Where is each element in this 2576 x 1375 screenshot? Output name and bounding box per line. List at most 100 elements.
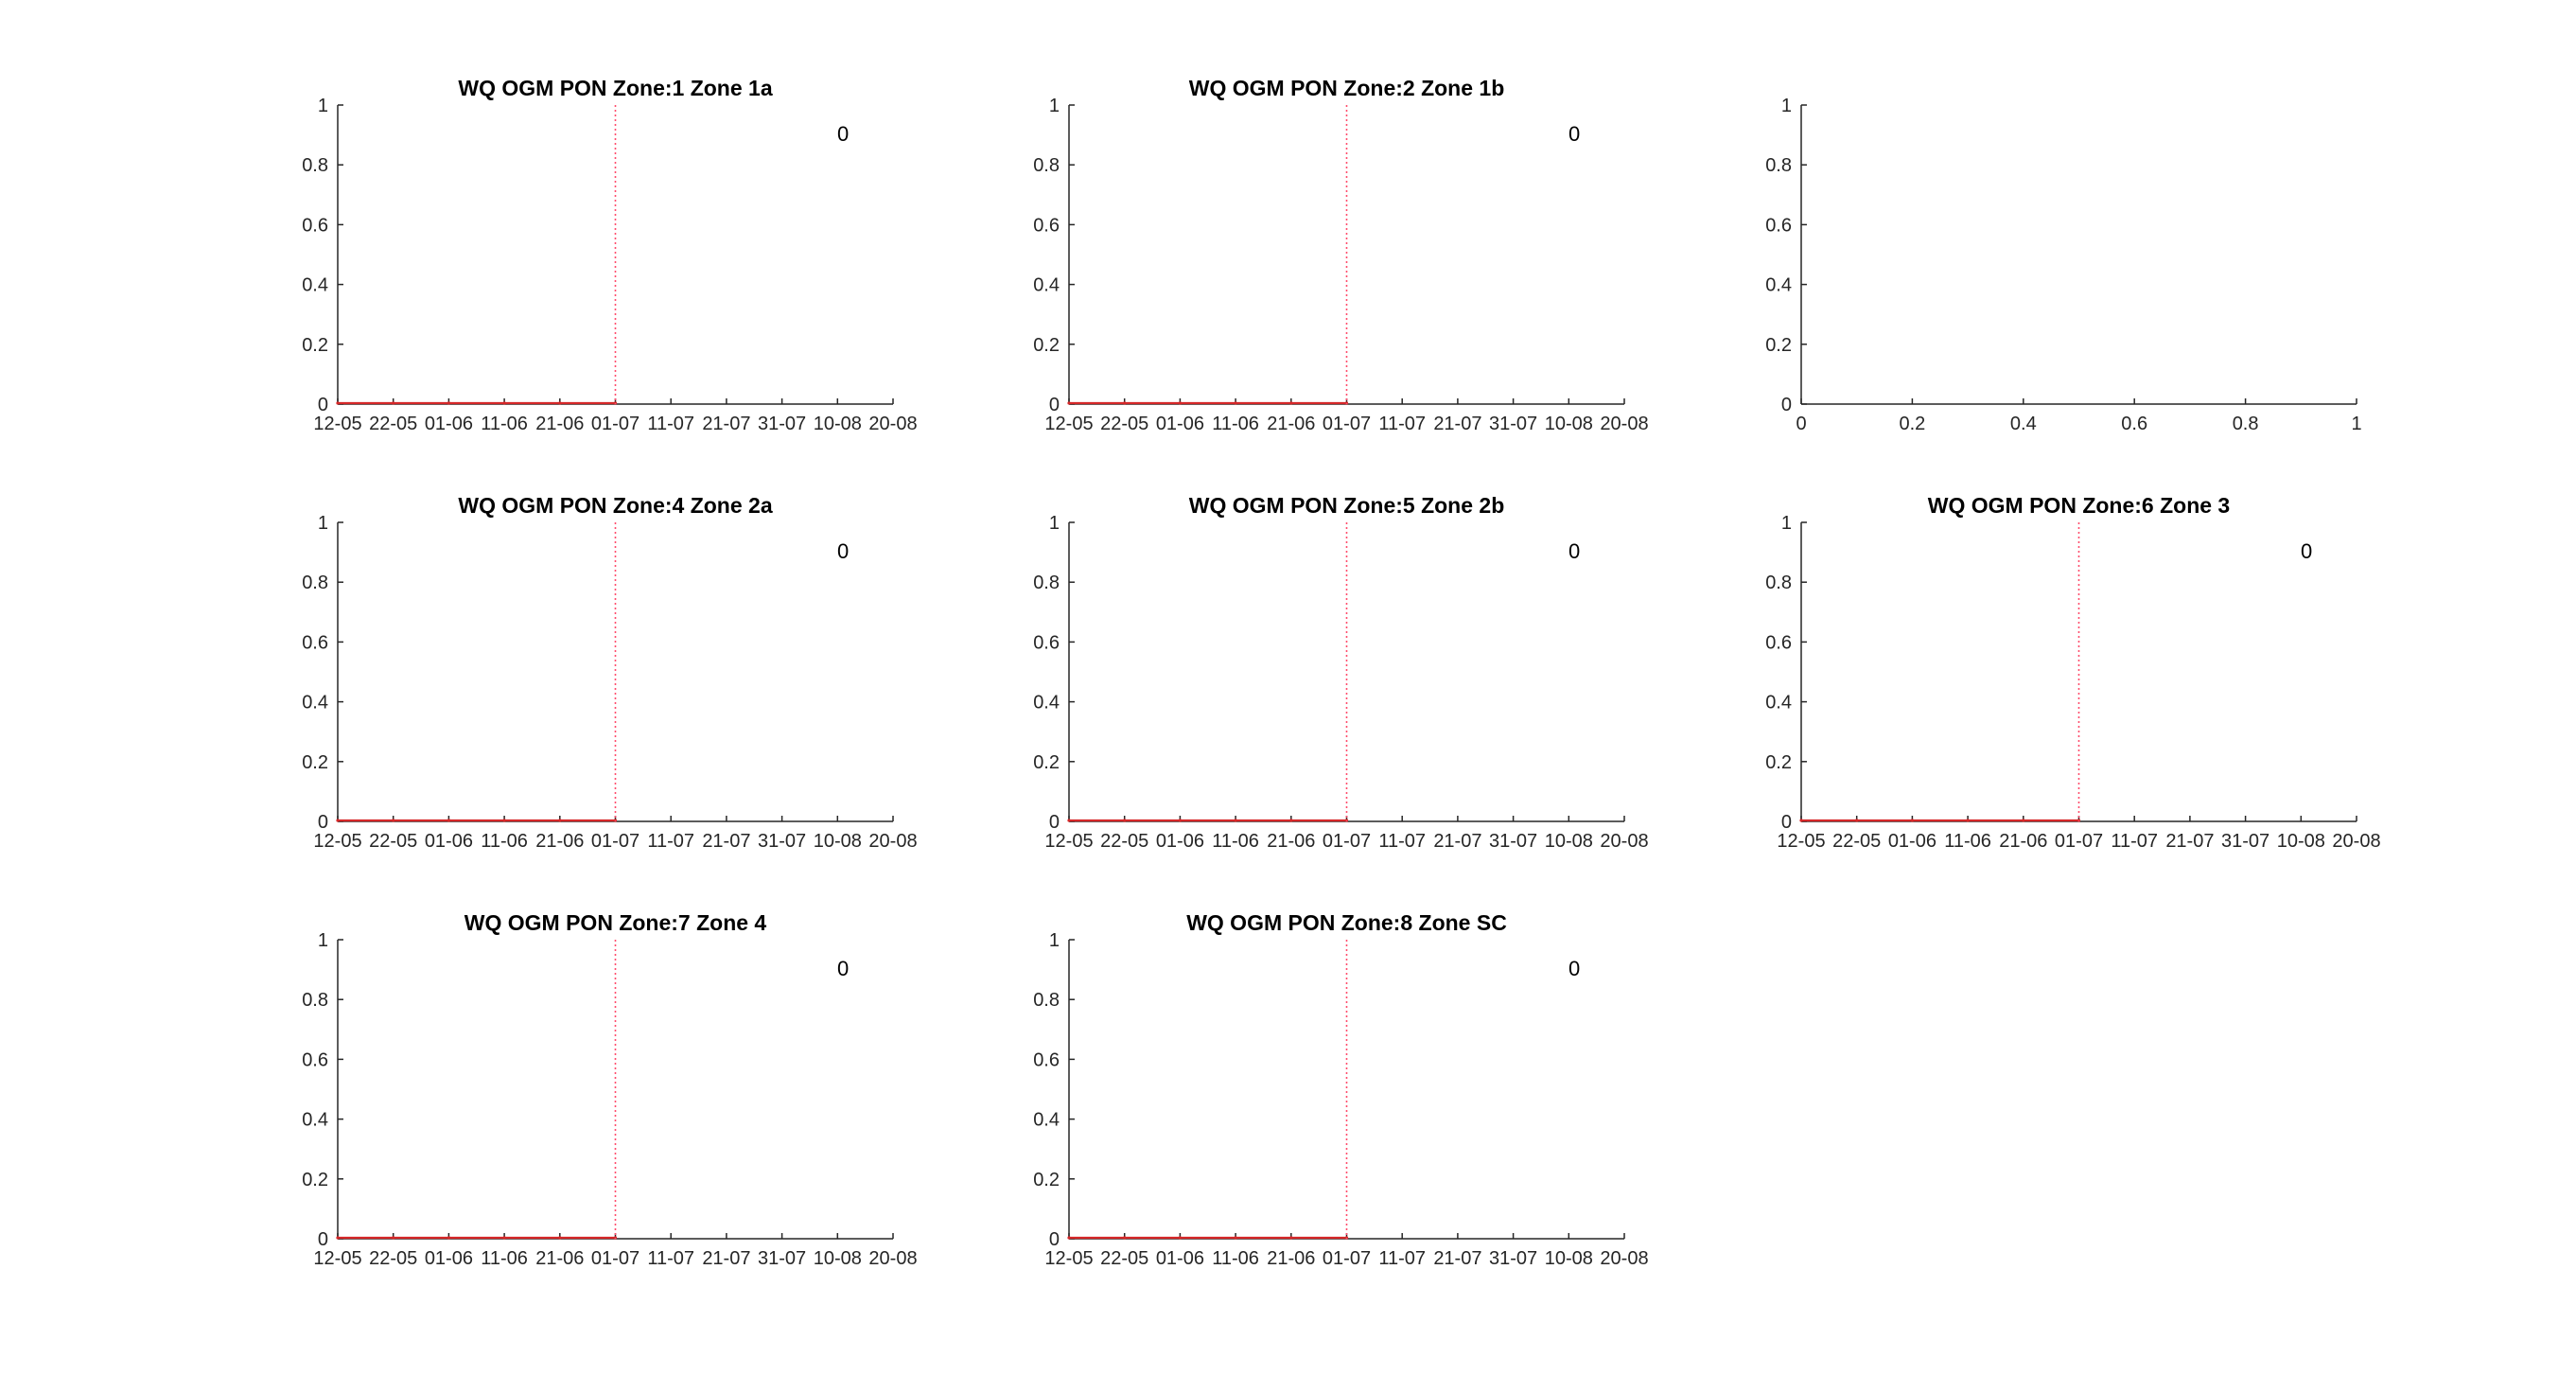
data-point xyxy=(1178,1236,1182,1240)
data-point xyxy=(558,401,562,405)
y-tick-label: 0.6 xyxy=(302,632,328,653)
annotation-label: 0 xyxy=(837,957,849,980)
x-tick-label: 01-06 xyxy=(1156,414,1204,434)
x-tick-label: 21-06 xyxy=(1999,831,2047,852)
x-tick-label: 22-05 xyxy=(369,831,417,852)
x-tick-label: 21-06 xyxy=(535,831,584,852)
y-tick-label: 0.4 xyxy=(302,1110,328,1131)
y-tick-label: 0.2 xyxy=(302,752,328,773)
x-tick-label: 22-05 xyxy=(1100,414,1148,434)
y-tick-label: 1 xyxy=(1781,96,1792,116)
subplot-8: 0 0.2 0.4 0.6 0.8 1 12-05 22-05 01-06 11-06 21-06 0… xyxy=(1033,910,1648,1269)
x-tick-label: 10-08 xyxy=(814,414,862,434)
y-tick-label: 0.2 xyxy=(1765,752,1792,773)
x-tick-label: 11-07 xyxy=(1378,414,1426,434)
x-tick-label: 0.8 xyxy=(2233,414,2259,434)
x-tick-label: 20-08 xyxy=(868,1248,917,1269)
y-tick-label: 1 xyxy=(1049,930,1060,951)
x-tick-label: 0.6 xyxy=(2121,414,2147,434)
x-tick-label: 12-05 xyxy=(1777,831,1825,852)
data-point xyxy=(392,819,395,822)
x-tick-label: 31-07 xyxy=(1489,831,1537,852)
x-tick-label: 21-06 xyxy=(1267,1248,1315,1269)
y-tick-label: 0.4 xyxy=(302,693,328,714)
data-point xyxy=(392,401,395,405)
data-point xyxy=(1234,401,1237,405)
x-tick-label: 21-06 xyxy=(1267,414,1315,434)
x-tick-label: 12-05 xyxy=(313,1248,361,1269)
x-tick-label: 20-08 xyxy=(1600,414,1648,434)
x-tick-label: 20-08 xyxy=(2332,831,2380,852)
y-tick-label: 0.4 xyxy=(1033,693,1060,714)
x-tick-label: 11-07 xyxy=(1378,1248,1426,1269)
x-tick-label: 21-06 xyxy=(535,1248,584,1269)
y-tick-label: 0.8 xyxy=(302,990,328,1011)
data-point xyxy=(1799,819,1803,822)
data-point xyxy=(1289,1236,1293,1240)
x-tick-label: 22-05 xyxy=(1832,831,1881,852)
chart-title: WQ OGM PON Zone:6 Zone 3 xyxy=(1928,493,2230,518)
y-tick-label: 0.6 xyxy=(302,1049,328,1070)
x-tick-label: 21-06 xyxy=(1267,831,1315,852)
data-point xyxy=(1966,819,1970,822)
data-point xyxy=(2022,819,2025,822)
annotation-label: 0 xyxy=(837,122,849,146)
annotation-label: 0 xyxy=(1568,957,1580,980)
data-point xyxy=(558,1236,562,1240)
data-point xyxy=(1178,819,1182,822)
data-point xyxy=(447,1236,450,1240)
y-tick-label: 0 xyxy=(318,395,328,415)
y-tick-label: 0.6 xyxy=(1765,215,1792,236)
data-point xyxy=(336,1236,340,1240)
y-tick-label: 0.6 xyxy=(1033,215,1060,236)
subplot-2: 0 0.2 0.4 0.6 0.8 1 12-05 22-05 01-06 11-06 21-06 0… xyxy=(1033,76,1648,434)
y-tick-label: 0 xyxy=(1781,395,1792,415)
y-tick-label: 0.8 xyxy=(302,155,328,176)
chart-title: WQ OGM PON Zone:7 Zone 4 xyxy=(464,910,767,935)
y-tick-label: 0.2 xyxy=(1033,752,1060,773)
x-tick-label: 11-06 xyxy=(1212,1248,1259,1269)
chart-title: WQ OGM PON Zone:1 Zone 1a xyxy=(458,76,772,100)
x-tick-label: 0.2 xyxy=(1899,414,1925,434)
subplot-1: 0 0.2 0.4 0.6 0.8 1 12-05 22-05 01-06 11-06 21-06 0… xyxy=(302,76,917,434)
y-tick-label: 1 xyxy=(1049,96,1060,116)
x-tick-label: 20-08 xyxy=(1600,1248,1648,1269)
y-tick-label: 0 xyxy=(1049,395,1060,415)
x-tick-label: 10-08 xyxy=(1545,1248,1593,1269)
x-tick-label: 11-07 xyxy=(647,1248,694,1269)
y-tick-label: 0.8 xyxy=(1033,573,1060,593)
data-point xyxy=(336,401,340,405)
y-tick-label: 0.8 xyxy=(1765,155,1792,176)
y-tick-label: 0.6 xyxy=(1033,632,1060,653)
x-tick-label: 11-06 xyxy=(481,414,528,434)
y-tick-label: 0.6 xyxy=(1033,1049,1060,1070)
y-tick-label: 0.6 xyxy=(302,215,328,236)
x-tick-label: 11-07 xyxy=(2111,831,2158,852)
x-tick-label: 10-08 xyxy=(2277,831,2325,852)
chart-title: WQ OGM PON Zone:8 Zone SC xyxy=(1186,910,1507,935)
y-tick-label: 1 xyxy=(318,513,328,534)
data-point xyxy=(336,819,340,822)
data-point xyxy=(1123,819,1127,822)
data-point xyxy=(1123,401,1127,405)
x-tick-label: 01-06 xyxy=(1888,831,1936,852)
data-point xyxy=(1289,819,1293,822)
chart-title: WQ OGM PON Zone:4 Zone 2a xyxy=(458,493,772,518)
x-tick-label: 31-07 xyxy=(758,414,806,434)
x-tick-label: 12-05 xyxy=(1044,831,1093,852)
x-tick-label: 21-07 xyxy=(1433,1248,1481,1269)
x-tick-label: 11-07 xyxy=(647,414,694,434)
x-tick-label: 1 xyxy=(2351,414,2361,434)
data-point xyxy=(1067,401,1071,405)
y-tick-label: 0.2 xyxy=(1765,335,1792,356)
y-tick-label: 1 xyxy=(318,930,328,951)
data-point xyxy=(558,819,562,822)
x-tick-label: 21-07 xyxy=(702,414,750,434)
x-tick-label: 31-07 xyxy=(1489,1248,1537,1269)
x-tick-label: 01-06 xyxy=(425,831,473,852)
x-tick-label: 21-07 xyxy=(702,831,750,852)
x-tick-label: 20-08 xyxy=(868,831,917,852)
x-tick-label: 11-06 xyxy=(1944,831,1991,852)
chart-title: WQ OGM PON Zone:2 Zone 1b xyxy=(1189,76,1505,100)
